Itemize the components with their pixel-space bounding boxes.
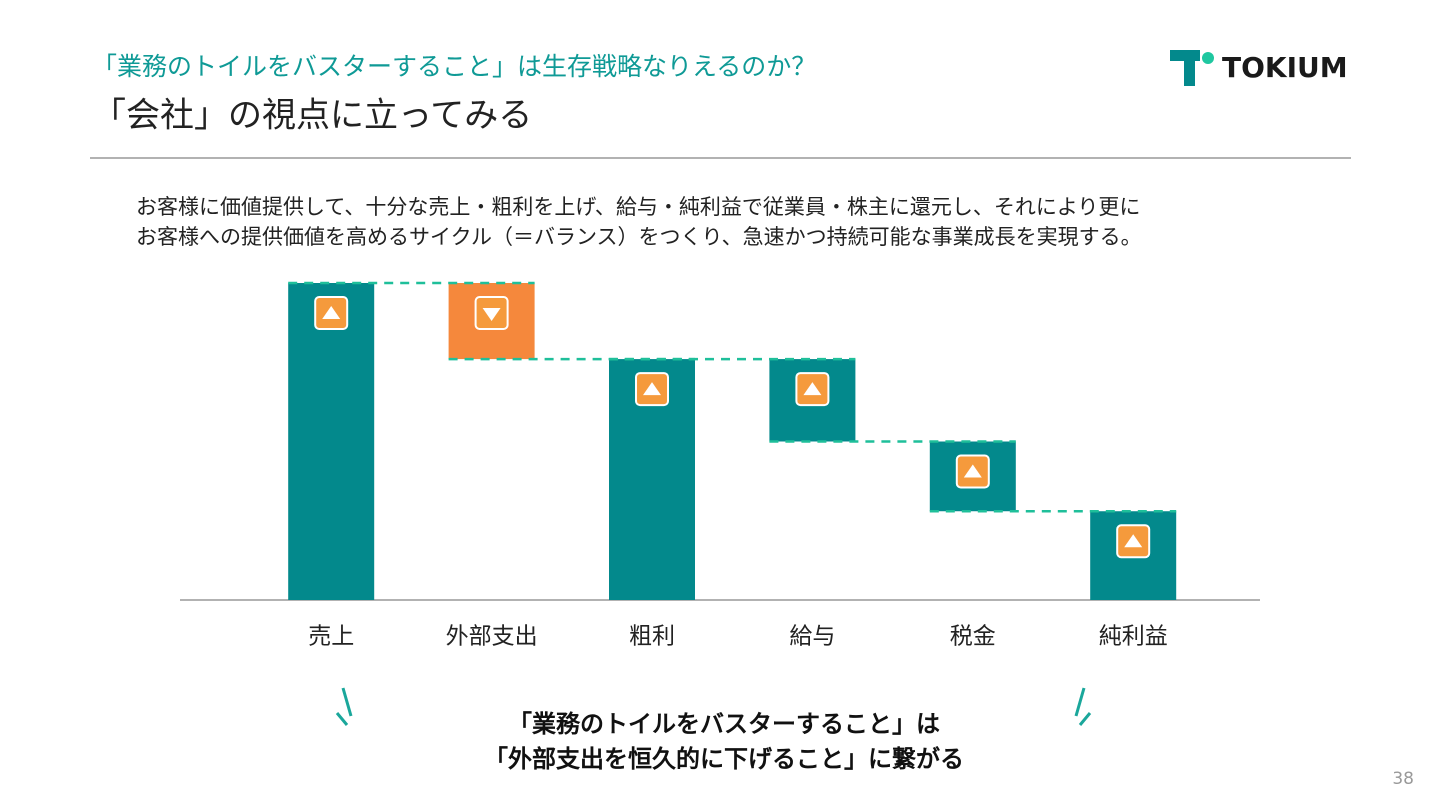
accent: [1074, 687, 1092, 726]
logo-text: TOKIUM: [1222, 51, 1348, 84]
marker-arrow: [1124, 534, 1143, 548]
callout-line: 「外部支出を恒久的に下げること」に繋がる: [484, 745, 964, 773]
body-line: お客様への提供価値を高めるサイクル（＝バランス）をつくり、急速かつ持続可能な事業…: [136, 225, 1142, 249]
title: 「会社」の視点に立ってみる: [92, 96, 532, 136]
subtitle: 「業務のトイルをバスターすること」は生存戦略なりえるのか？: [92, 52, 816, 81]
accent: [335, 687, 353, 726]
body-line: お客様に価値提供して、十分な売上・粗利を上げ、給与・純利益で従業員・株主に還元し…: [136, 195, 1140, 219]
marker-arrow: [803, 382, 822, 396]
x-tick-label: 粗利: [629, 624, 675, 650]
x-tick-label: 純利益: [1099, 624, 1168, 650]
marker-arrow: [322, 306, 341, 319]
callout-line: 「業務のトイルをバスターすること」は: [508, 710, 940, 738]
logo-dot: [1202, 52, 1214, 64]
logo-stem: [1184, 50, 1195, 86]
x-tick-label: 税金: [950, 624, 996, 650]
marker-arrow: [482, 308, 501, 321]
marker-arrow: [643, 382, 661, 396]
bar: [288, 283, 375, 600]
marker-arrow: [963, 464, 982, 478]
logo: TOKIUM: [1170, 50, 1348, 86]
chart: 売上 外部支出 粗利 給与 税金 純利益: [288, 281, 1177, 650]
x-tick-label: 売上: [308, 624, 354, 650]
page-number: 38: [1392, 769, 1414, 789]
x-tick-label: 外部支出: [446, 624, 538, 650]
x-tick-label: 給与: [789, 624, 835, 650]
